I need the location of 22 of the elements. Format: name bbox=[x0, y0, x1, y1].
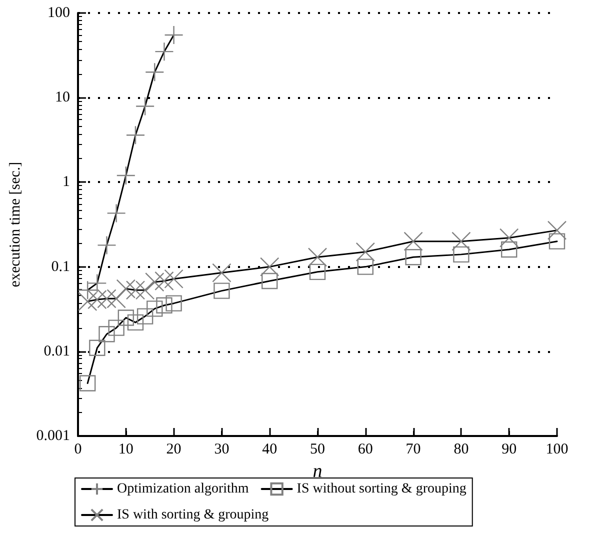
y-tick-label: 0.001 bbox=[36, 428, 70, 444]
x-tick-label: 90 bbox=[502, 442, 517, 458]
y-tick-label: 100 bbox=[48, 5, 70, 21]
y-tick-label: 1 bbox=[62, 174, 70, 190]
y-tick-label: 10 bbox=[55, 90, 70, 106]
x-tick-label: 60 bbox=[358, 442, 373, 458]
x-axis-title: n bbox=[312, 461, 322, 482]
x-tick-label: 0 bbox=[74, 442, 82, 458]
x-tick-label: 10 bbox=[118, 442, 134, 458]
y-tick-label: 0.01 bbox=[44, 343, 70, 360]
legend-label: IS without sorting & grouping bbox=[296, 482, 466, 496]
x-tick-label: 30 bbox=[214, 442, 230, 458]
x-tick-label: 70 bbox=[406, 442, 421, 458]
y-tick-label: 0.1 bbox=[51, 258, 70, 275]
x-tick-label: 50 bbox=[310, 442, 325, 458]
x-tick-label: 20 bbox=[166, 442, 182, 458]
legend-label: IS with sorting & grouping bbox=[117, 508, 269, 522]
y-axis-title: execution time [sec.] bbox=[8, 162, 24, 288]
x-tick-label: 100 bbox=[546, 442, 568, 458]
legend-label: Optimization algorithm bbox=[117, 482, 249, 496]
x-tick-label: 40 bbox=[262, 442, 278, 458]
x-tick-label: 80 bbox=[454, 442, 469, 458]
